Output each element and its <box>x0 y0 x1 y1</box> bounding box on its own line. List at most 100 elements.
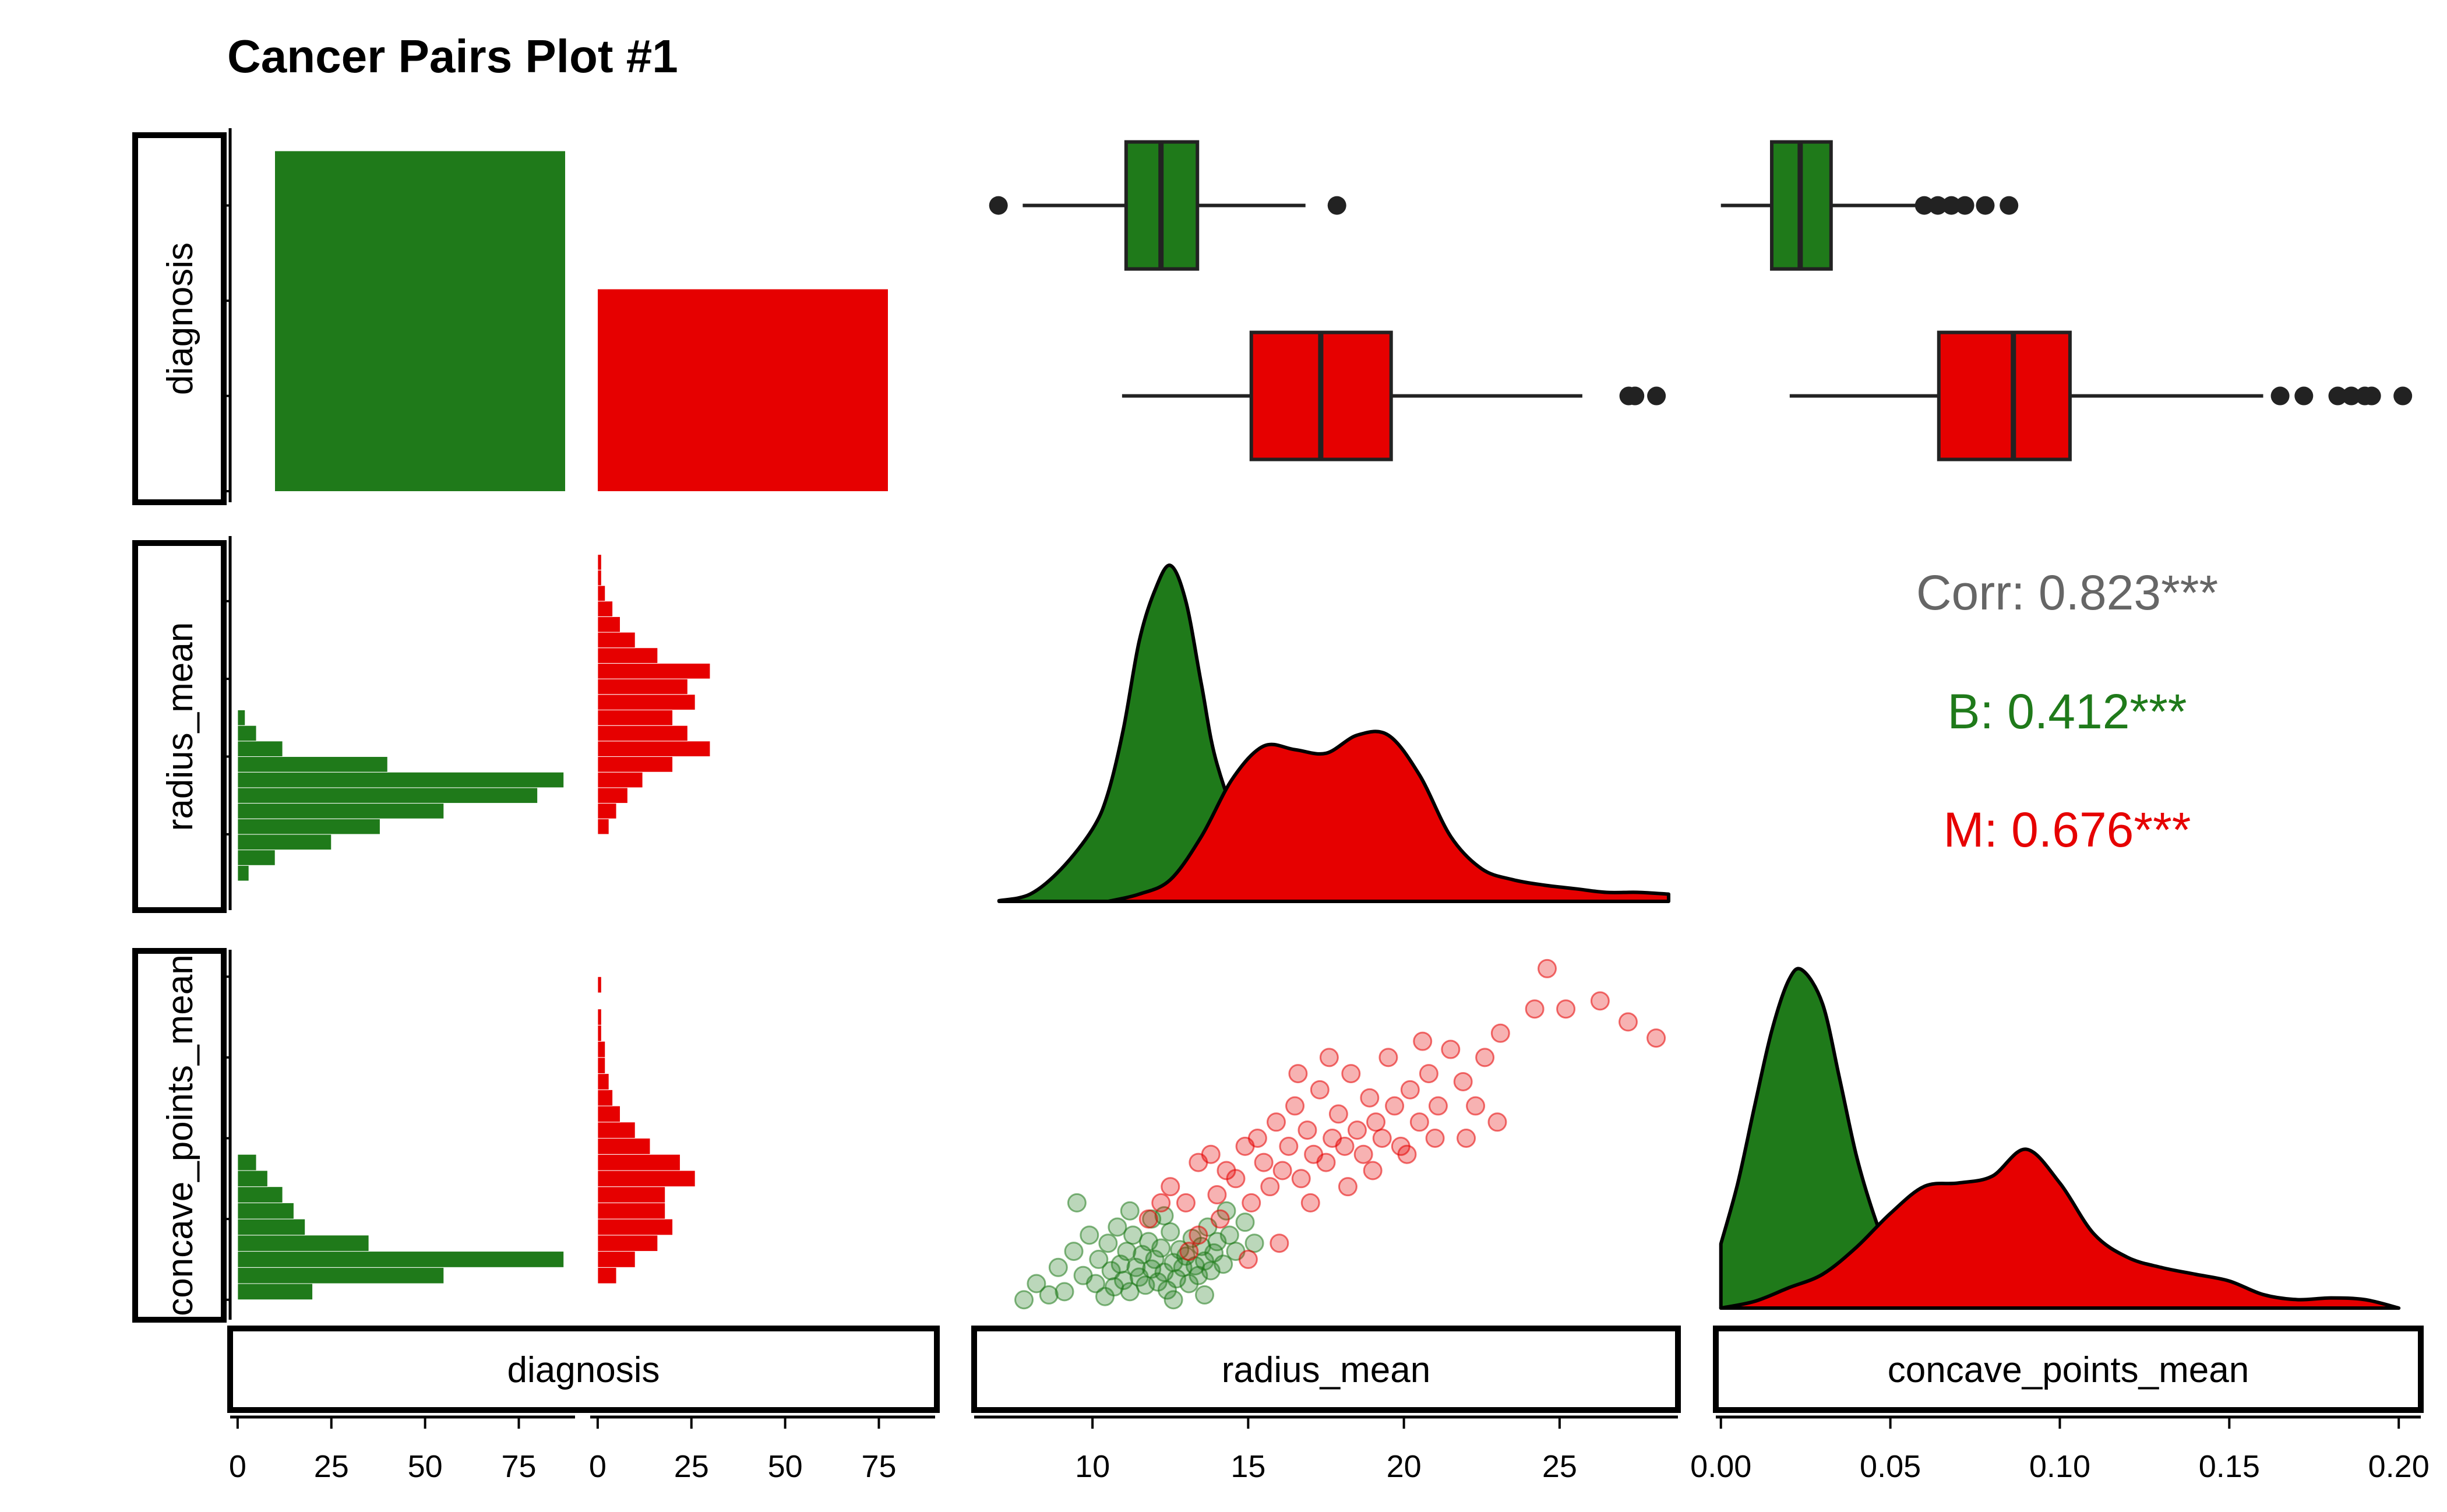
scatter-point-B <box>1014 1290 1034 1310</box>
radius-hist-bar-M <box>597 616 620 633</box>
radius-hist-bar-B <box>237 834 332 851</box>
concave-hist-bar-M <box>597 1057 606 1074</box>
radius-hist-bar-B <box>237 818 380 835</box>
concave-box-M-outlier <box>2270 386 2290 406</box>
radius-box-M-outlier <box>1626 386 1645 406</box>
concave-hist-bar-M <box>597 1073 609 1090</box>
concave-x-axis-tick-label: 0.10 <box>2029 1449 2090 1484</box>
col-strip-concave_points_mean <box>1713 1326 2424 1413</box>
scatter-point-B <box>1235 1213 1255 1232</box>
count-b-x-axis-tick-label: 75 <box>501 1449 536 1484</box>
radius-box-B-outlier <box>989 196 1008 215</box>
panels-layer: 0100200300101520250.000.050.100.150.2002… <box>132 128 2430 1484</box>
scatter-point-B <box>1163 1290 1183 1310</box>
concave-hist-bar-B <box>237 1202 294 1220</box>
col-strip-diagnosis <box>227 1326 940 1413</box>
scatter-point-M <box>1525 999 1545 1019</box>
radius-x-axis-tick-label: 10 <box>1075 1449 1110 1484</box>
scatter-point-B <box>1039 1285 1059 1305</box>
scatter-point-B <box>1108 1217 1127 1237</box>
scatter-point-M <box>1316 1152 1336 1172</box>
row-strip-label-diagnosis: diagnosis <box>160 242 200 395</box>
scatter-point-B <box>1067 1193 1087 1213</box>
radius-hist-bar-B <box>237 709 246 726</box>
concave-hist-bar-B <box>237 1267 445 1284</box>
concave-box-M-outlier <box>2362 386 2381 406</box>
scatter-point-M <box>1335 1136 1355 1156</box>
scatter-point-M <box>1270 1233 1289 1253</box>
concave-hist-bar-M <box>597 1041 606 1058</box>
col-strip-label-diagnosis: diagnosis <box>507 1350 660 1390</box>
radius-hist-bar-M <box>597 741 711 757</box>
scatter-point-M <box>1260 1177 1280 1197</box>
radius-hist-bar-B <box>237 741 283 757</box>
count-m-x-axis-tick-label: 25 <box>674 1449 709 1484</box>
scatter-point-M <box>1319 1048 1339 1067</box>
scatter-point-M <box>1297 1120 1317 1140</box>
scatter-point-B <box>1089 1249 1109 1269</box>
scatter-point-B <box>1085 1274 1105 1294</box>
radius-hist-bar-M <box>597 585 606 602</box>
row-strip-concave_points_mean <box>132 948 227 1323</box>
concave-hist-bar-B <box>237 1251 565 1268</box>
radius-hist-bar-M <box>597 709 674 726</box>
radius-hist-bar-B <box>237 771 565 788</box>
concave-hist-bar-M <box>597 1218 674 1236</box>
concave-box-M-outlier <box>2328 386 2347 406</box>
concave-hist-bar-M <box>597 1138 651 1155</box>
scatter-point-M <box>1556 999 1576 1019</box>
radius-hist-bar-B <box>237 865 249 882</box>
scatter-point-M <box>1328 1104 1348 1124</box>
scatter-point-B <box>1219 1225 1239 1245</box>
scatter-point-M <box>1453 1072 1473 1091</box>
concave-box-B-outlier <box>1914 196 1934 215</box>
concave-x-axis-tick-label: 0.15 <box>2199 1449 2260 1484</box>
scatter-point-B <box>1120 1201 1140 1221</box>
radius-x-axis-tick-label: 15 <box>1230 1449 1265 1484</box>
row-strip-radius_mean <box>132 540 227 913</box>
scatter-point-B <box>1145 1249 1165 1269</box>
concave-box-B-outlier <box>1976 196 1995 215</box>
radius-hist-bar-M <box>597 694 696 710</box>
scatter-point-M <box>1363 1161 1383 1180</box>
count-m-x-axis-tick-label: 0 <box>589 1449 607 1484</box>
concave-hist-bar-B <box>237 1218 306 1236</box>
concave-hist-bar-M <box>597 1024 602 1042</box>
radius-hist-bar-M <box>597 818 609 835</box>
scatter-point-M <box>1385 1096 1405 1116</box>
radius-hist-bar-M <box>597 662 711 679</box>
scatter-point-B <box>1151 1238 1171 1258</box>
marks-layer <box>237 140 2413 1310</box>
radius-hist-bar-B <box>237 756 388 773</box>
scatter-point-M <box>1490 1023 1510 1043</box>
count-b-x-axis-tick-label: 25 <box>314 1449 349 1484</box>
radius-hist-bar-M <box>597 554 602 570</box>
radius-hist-bar-B <box>237 787 538 804</box>
scatter-point-M <box>1138 1209 1158 1229</box>
concave-x-axis-tick-label: 0.20 <box>2368 1449 2430 1484</box>
scatter-point-M <box>1425 1129 1445 1148</box>
radius-x-axis-tick-label: 25 <box>1542 1449 1577 1484</box>
concave-hist-bar-B <box>237 1154 257 1171</box>
scatter-point-M <box>1341 1064 1361 1084</box>
scatter-point-M <box>1207 1185 1227 1205</box>
radius-hist-bar-B <box>237 803 445 819</box>
scatter-point-B <box>1214 1254 1233 1274</box>
scatter-point-M <box>1285 1096 1305 1116</box>
corr-b-label: B: 0.412*** <box>1948 684 2187 739</box>
count-m-x-axis-tick-label: 50 <box>768 1449 803 1484</box>
bar-B <box>275 151 565 491</box>
scatter-point-M <box>1347 1120 1367 1140</box>
scatter-point-M <box>1179 1242 1199 1261</box>
scatter-point-M <box>1419 1064 1438 1084</box>
radius-hist-bar-M <box>597 632 636 648</box>
radius-x-axis-tick-label: 20 <box>1387 1449 1422 1484</box>
scatter-point-M <box>1360 1088 1380 1108</box>
radius-hist-bar-M <box>597 771 643 788</box>
scatter-point-M <box>1372 1129 1392 1148</box>
scatter-point-M <box>1242 1193 1261 1213</box>
scatter-point-M <box>1288 1064 1308 1084</box>
scatter-point-M <box>1254 1152 1274 1172</box>
radius-hist-bar-M <box>597 756 674 773</box>
scatter-point-M <box>1428 1096 1448 1116</box>
